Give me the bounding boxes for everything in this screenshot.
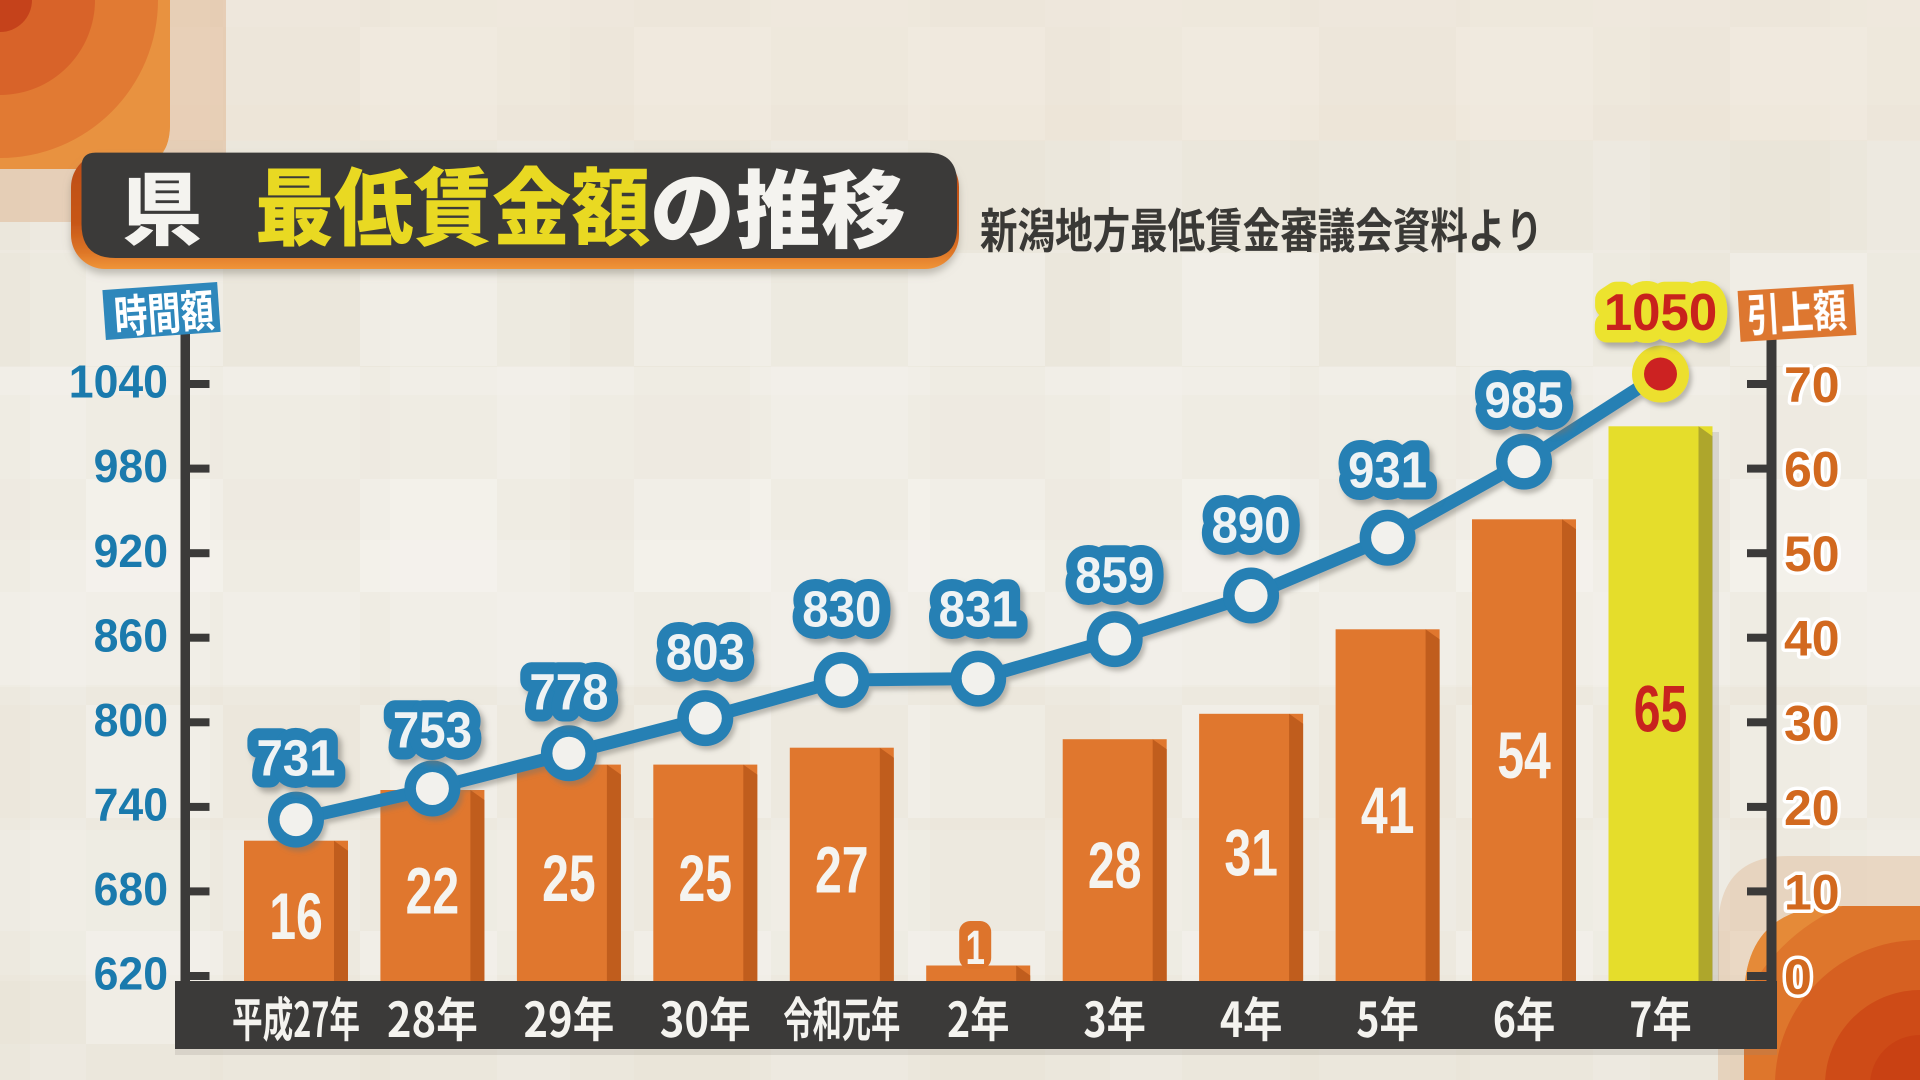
svg-text:890: 890 [1212,497,1291,554]
svg-text:50: 50 [1784,526,1840,582]
svg-text:731: 731 [256,730,335,787]
svg-text:20: 20 [1784,780,1840,836]
svg-text:1050: 1050 [1604,283,1717,342]
svg-text:859: 859 [1075,547,1154,604]
svg-text:16: 16 [269,881,323,954]
svg-text:28: 28 [1088,830,1142,903]
svg-text:41: 41 [1361,775,1415,848]
svg-text:680: 680 [94,863,168,915]
svg-text:831: 831 [939,581,1018,638]
svg-text:830: 830 [802,581,881,638]
svg-text:27: 27 [815,834,869,907]
svg-text:10: 10 [1784,864,1840,920]
svg-text:31: 31 [1224,817,1278,890]
svg-text:980: 980 [94,441,168,493]
svg-text:25: 25 [679,843,733,916]
svg-text:40: 40 [1784,611,1840,667]
svg-text:60: 60 [1784,442,1840,498]
svg-text:985: 985 [1484,372,1563,429]
svg-text:800: 800 [94,694,168,746]
svg-text:753: 753 [393,702,472,759]
svg-text:740: 740 [94,779,168,831]
svg-text:65: 65 [1634,673,1688,746]
svg-text:70: 70 [1784,357,1840,413]
svg-text:1040: 1040 [69,356,168,408]
svg-text:803: 803 [666,624,745,681]
svg-text:778: 778 [529,664,608,721]
svg-text:931: 931 [1348,442,1427,499]
svg-text:860: 860 [94,610,168,662]
svg-text:54: 54 [1497,720,1551,793]
svg-text:920: 920 [94,525,168,577]
svg-text:0: 0 [1784,949,1812,1005]
svg-text:620: 620 [94,948,168,1000]
svg-text:25: 25 [542,843,596,916]
svg-text:30: 30 [1784,695,1840,751]
svg-text:22: 22 [406,855,460,928]
svg-text:1: 1 [965,921,984,975]
